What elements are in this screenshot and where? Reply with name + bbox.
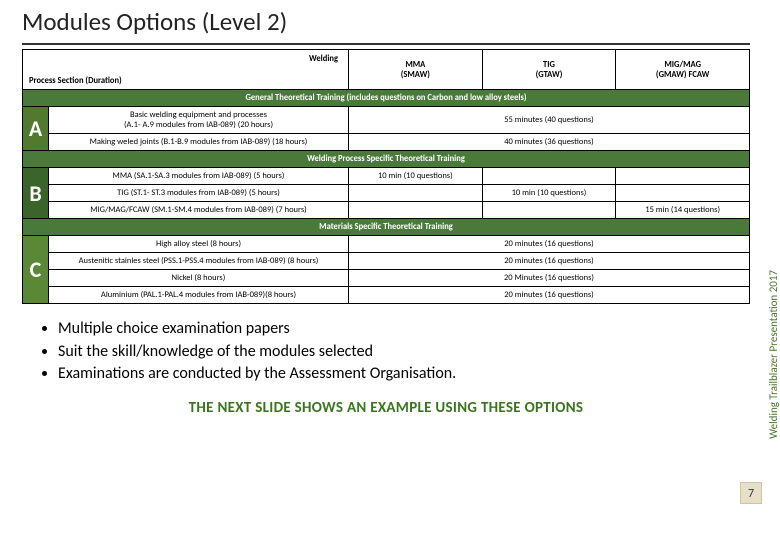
cell-c4-desc: Aluminium (PAL.1-PAL.4 modules from IAB-… <box>49 287 349 304</box>
list-item: Multiple choice examination papers <box>58 318 750 340</box>
cell-empty <box>616 185 750 202</box>
section-general: General Theoretical Training (includes q… <box>23 90 750 107</box>
group-label-a: A <box>23 107 49 151</box>
slide: Modules Options (Level 2) Welding Proces… <box>0 0 780 423</box>
cell-c4-val: 20 minutes (16 questions) <box>349 287 750 304</box>
table-row: C High alloy steel (8 hours) 20 minutes … <box>23 236 750 253</box>
cell-a2-desc: Making weled joints (B.1-B.9 modules fro… <box>49 134 349 151</box>
cell-empty <box>482 202 616 219</box>
col-tig: TIG(GTAW) <box>482 50 616 90</box>
table-row: B MMA (SA.1-SA.3 modules from IAB-089) (… <box>23 168 750 185</box>
table-row: Nickel (8 hours) 20 Minutes (16 question… <box>23 270 750 287</box>
cell-b3-desc: MIG/MAG/FCAW (SM.1-SM.4 modules from IAB… <box>49 202 349 219</box>
side-label: Welding Trailblazer Presentation 2017 <box>768 270 780 439</box>
next-slide-callout: THE NEXT SLIDE SHOWS AN EXAMPLE USING TH… <box>22 399 750 417</box>
cell-a1-desc: Basic welding equipment and processes (A… <box>49 107 349 134</box>
modules-table: Welding Process Section (Duration) MMA(S… <box>22 49 750 304</box>
list-item: Suit the skill/knowledge of the modules … <box>58 341 750 363</box>
section-process: Welding Process Specific Theoretical Tra… <box>23 151 750 168</box>
table-row: A Basic welding equipment and processes … <box>23 107 750 134</box>
bullet-list: Multiple choice examination papers Suit … <box>58 318 750 385</box>
table-row: TIG (ST.1- ST.3 modules from IAB-089) (5… <box>23 185 750 202</box>
table-row: Austenitic stainles steel (PSS.1-PSS.4 m… <box>23 253 750 270</box>
cell-empty <box>349 185 483 202</box>
header-row: Welding Process Section (Duration) MMA(S… <box>23 50 750 90</box>
list-item: Examinations are conducted by the Assess… <box>58 363 750 385</box>
cell-b1-val: 10 min (10 questions) <box>349 168 483 185</box>
section-materials: Materials Specific Theoretical Training <box>23 219 750 236</box>
cell-b1-desc: MMA (SA.1-SA.3 modules from IAB-089) (5 … <box>49 168 349 185</box>
cell-c2-desc: Austenitic stainles steel (PSS.1-PSS.4 m… <box>49 253 349 270</box>
process-section-header: Welding Process Section (Duration) <box>23 50 349 90</box>
col-migmag: MIG/MAG(GMAW) FCAW <box>616 50 750 90</box>
cell-empty <box>482 168 616 185</box>
process-section-label: Process Section (Duration) <box>29 76 344 86</box>
table-row: MIG/MAG/FCAW (SM.1-SM.4 modules from IAB… <box>23 202 750 219</box>
cell-empty <box>616 168 750 185</box>
cell-c3-desc: Nickel (8 hours) <box>49 270 349 287</box>
group-label-b: B <box>23 168 49 219</box>
cell-c3-val: 20 Minutes (16 questions) <box>349 270 750 287</box>
cell-b2-desc: TIG (ST.1- ST.3 modules from IAB-089) (5… <box>49 185 349 202</box>
col-mma: MMA(SMAW) <box>349 50 483 90</box>
cell-c1-desc: High alloy steel (8 hours) <box>49 236 349 253</box>
cell-a1-val: 55 minutes (40 questions) <box>349 107 750 134</box>
cell-c1-val: 20 minutes (16 questions) <box>349 236 750 253</box>
cell-a2-val: 40 minutes (36 questions) <box>349 134 750 151</box>
table-row: Making weled joints (B.1-B.9 modules fro… <box>23 134 750 151</box>
cell-empty <box>349 202 483 219</box>
welding-label: Welding <box>309 54 338 64</box>
title-divider <box>22 43 750 45</box>
page-number: 7 <box>740 482 762 504</box>
cell-b3-val: 15 min (14 questions) <box>616 202 750 219</box>
cell-b2-val: 10 min (10 questions) <box>482 185 616 202</box>
table-row: Aluminium (PAL.1-PAL.4 modules from IAB-… <box>23 287 750 304</box>
page-title: Modules Options (Level 2) <box>22 6 750 37</box>
group-label-c: C <box>23 236 49 304</box>
cell-c2-val: 20 minutes (16 questions) <box>349 253 750 270</box>
